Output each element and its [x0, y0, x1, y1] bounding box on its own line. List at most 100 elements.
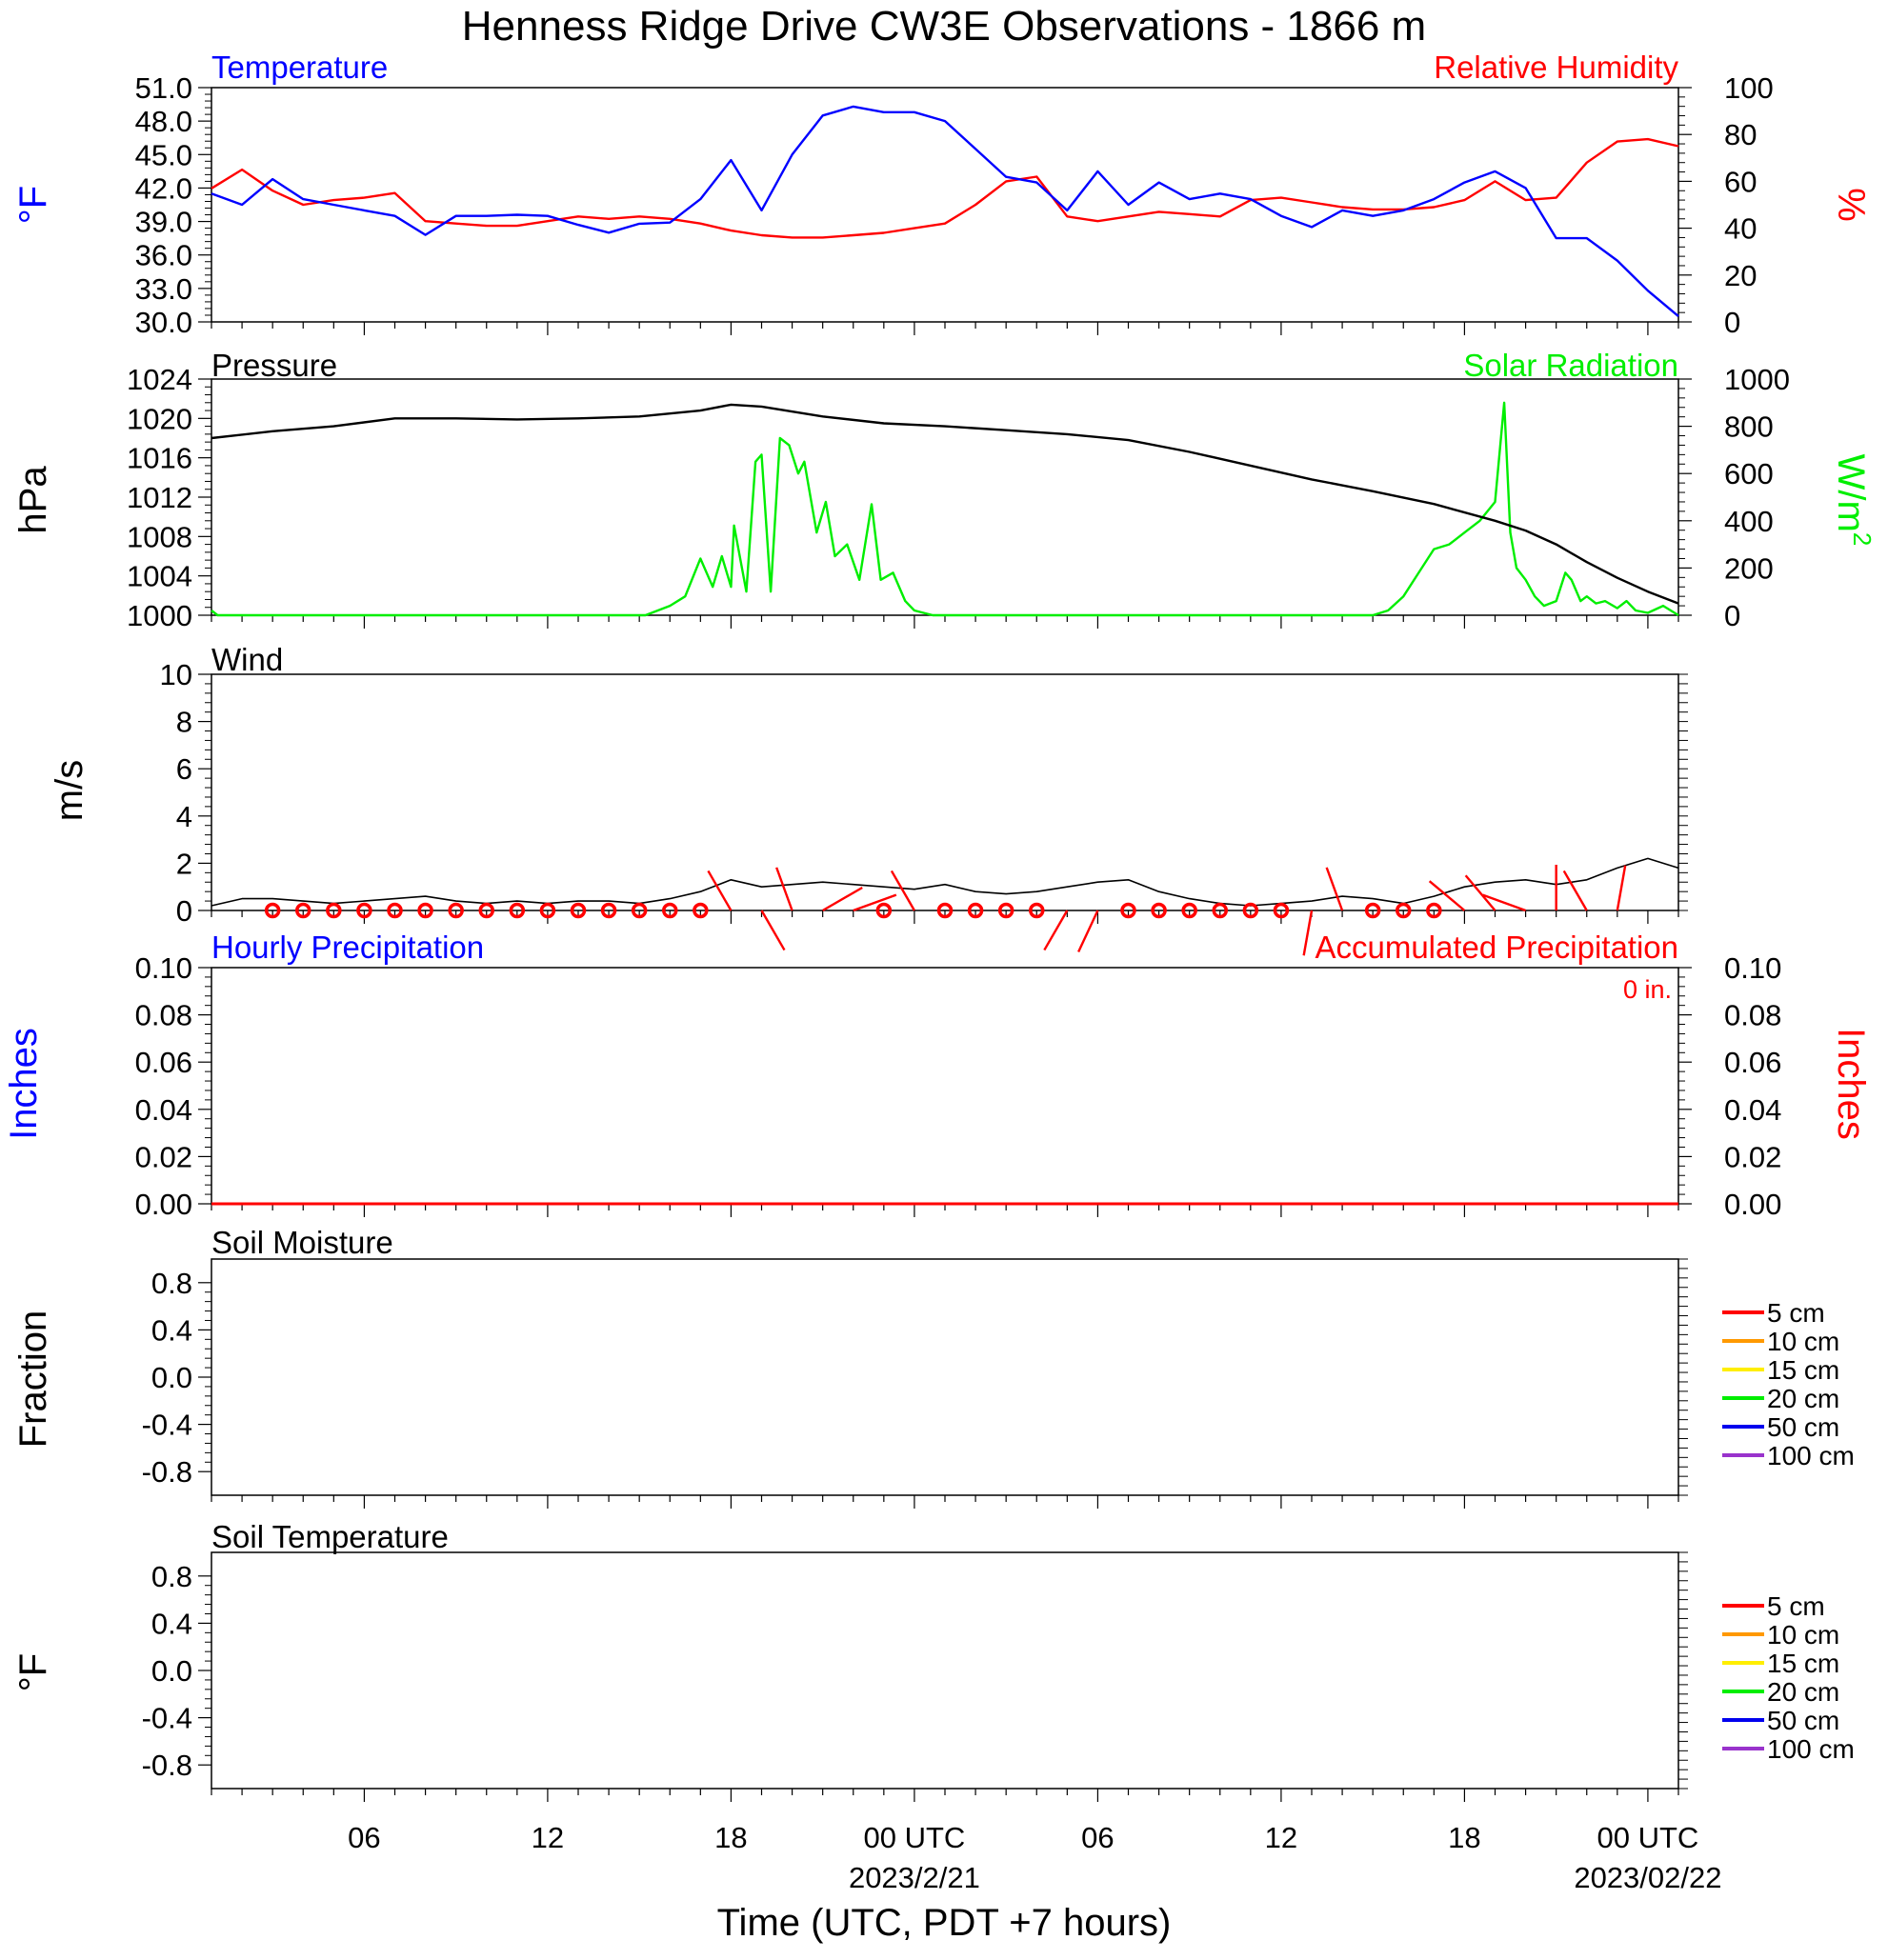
wind-barb-calm	[570, 902, 587, 919]
y-tick-label-right: 400	[1724, 505, 1774, 538]
y-tick-label-right: 0.00	[1724, 1188, 1781, 1221]
wind-barb	[1616, 865, 1627, 911]
pressure-unit: hPa	[12, 466, 54, 534]
wind-barb-calm	[1364, 902, 1381, 919]
wind-barb	[822, 886, 863, 912]
legend-label: 15 cm	[1767, 1355, 1839, 1385]
plot-frame	[211, 1551, 1679, 1790]
legend-label: 100 cm	[1767, 1734, 1855, 1764]
wind-title: Wind	[211, 642, 283, 677]
wind-barb	[775, 867, 793, 911]
y-tick-label: 0	[176, 894, 192, 928]
wind-barb-calm	[264, 902, 281, 919]
legend-label: 5 cm	[1767, 1298, 1825, 1328]
wind-barb-calm	[326, 902, 342, 919]
y-tick-label: 45.0	[135, 138, 192, 171]
wind-barb	[1428, 880, 1466, 911]
plot-frame	[211, 1258, 1679, 1496]
solar-unit: W/m	[1830, 454, 1872, 532]
soil-moisture-unit: Fraction	[12, 1310, 54, 1449]
wind-barb-calm	[387, 902, 403, 919]
legend-label: 50 cm	[1767, 1706, 1839, 1735]
wind-barb	[853, 893, 897, 912]
wind-barb	[1464, 874, 1496, 911]
wind-barb-calm	[478, 902, 494, 919]
wind-barb-calm	[356, 902, 372, 919]
x-tick-date: 2023/02/22	[1574, 1861, 1721, 1894]
y-tick-label: 36.0	[135, 239, 192, 272]
panel-soil-moisture: Soil Moisture Fraction	[12, 1225, 393, 1448]
x-tick-label: 06	[348, 1821, 380, 1854]
plot-frame	[211, 967, 1679, 1205]
y-tick-label-right: 0	[1724, 599, 1740, 632]
x-tick-label: 12	[1265, 1821, 1297, 1854]
y-tick-label: 1024	[127, 363, 192, 396]
y-tick-label-right: 0.06	[1724, 1046, 1781, 1079]
temperature-unit: °F	[12, 186, 54, 224]
legend-label: 100 cm	[1767, 1441, 1855, 1470]
y-tick-label: 0.04	[135, 1093, 192, 1127]
wind-barb-calm	[1120, 902, 1136, 919]
wind-barb-calm	[875, 902, 893, 919]
panel-temp-rh: Temperature Relative Humidity °F %	[12, 50, 1872, 224]
y-tick-label-right: 20	[1724, 259, 1757, 292]
x-tick-date: 2023/2/21	[849, 1861, 980, 1894]
wind-barb-calm	[1029, 902, 1045, 919]
accum-precip-total: 0 in.	[1623, 975, 1672, 1004]
y-tick-label: 30.0	[135, 306, 192, 339]
wind-barb-calm	[600, 902, 617, 919]
y-tick-label: 6	[176, 752, 192, 786]
temperature-title: Temperature	[211, 50, 388, 85]
plot-frame	[211, 87, 1679, 323]
legend-label: 20 cm	[1767, 1384, 1839, 1413]
y-tick-label: 1000	[127, 599, 192, 632]
humidity-unit: %	[1830, 188, 1872, 222]
accum-precip-unit: Inches	[1830, 1028, 1872, 1140]
x-tick-label: 18	[1448, 1821, 1480, 1854]
wind-barb	[1482, 893, 1526, 912]
y-tick-label: 1004	[127, 560, 192, 593]
wind-speed-line	[211, 857, 1679, 907]
y-tick-label-right: 600	[1724, 457, 1774, 490]
wind-barb	[1043, 910, 1069, 951]
wind-barb-calm	[1273, 902, 1290, 919]
wind-barb-calm	[693, 902, 709, 919]
y-tick-label-right: 0	[1724, 306, 1740, 339]
wind-barb	[1562, 870, 1588, 911]
chart-marks: 51.048.045.042.039.036.033.030.010080604…	[127, 71, 1855, 1894]
legend-label: 5 cm	[1767, 1591, 1825, 1621]
solar-line	[211, 401, 1679, 617]
legend-label: 10 cm	[1767, 1620, 1839, 1650]
y-tick-label: 0.0	[151, 1654, 192, 1688]
hourly-precip-unit: Inches	[3, 1028, 45, 1140]
plot-frame	[211, 378, 1679, 616]
legend-label: 20 cm	[1767, 1677, 1839, 1707]
y-tick-label: -0.8	[142, 1749, 192, 1782]
plot-frame	[211, 673, 1679, 911]
y-tick-label: -0.4	[142, 1702, 192, 1735]
y-tick-label: -0.8	[142, 1455, 192, 1489]
y-tick-label-right: 40	[1724, 212, 1757, 246]
y-tick-label: 4	[176, 800, 192, 833]
y-tick-label: 0.06	[135, 1046, 192, 1079]
y-tick-label: 0.4	[151, 1607, 192, 1640]
x-tick-label: 18	[714, 1821, 747, 1854]
wind-barb-calm	[1181, 902, 1197, 919]
panel-pressure-solar: Pressure Solar Radiation hPa W/m2	[12, 348, 1877, 546]
wind-barb-calm	[631, 902, 648, 919]
y-tick-label: 33.0	[135, 272, 192, 306]
x-tick-label: 06	[1081, 1821, 1114, 1854]
y-tick-label: 0.0	[151, 1361, 192, 1394]
y-tick-label: 39.0	[135, 206, 192, 239]
wind-barb-calm	[967, 902, 984, 919]
humidity-line	[211, 137, 1679, 239]
y-tick-label-right: 60	[1724, 165, 1757, 198]
y-tick-label-right: 0.08	[1724, 999, 1781, 1032]
humidity-title: Relative Humidity	[1434, 50, 1678, 85]
pressure-line	[211, 403, 1679, 605]
wind-barb-calm	[295, 902, 311, 919]
y-tick-label: 2	[176, 847, 192, 880]
soil-moisture-title: Soil Moisture	[211, 1225, 393, 1260]
panel-precip: Hourly Precipitation Accumulated Precipi…	[3, 930, 1872, 1140]
